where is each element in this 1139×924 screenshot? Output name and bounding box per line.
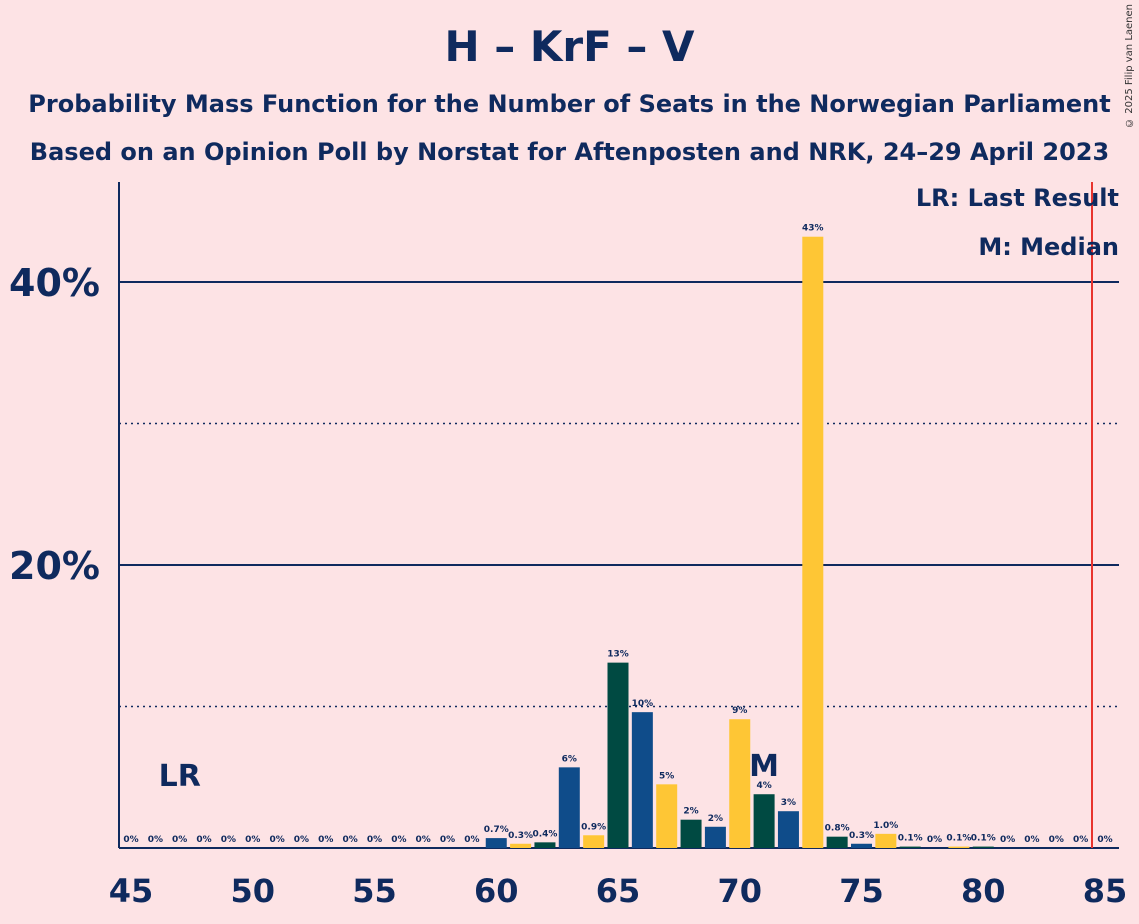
bar-seat-72 (777, 811, 799, 848)
bar-value-label: 2% (708, 814, 723, 824)
bar-value-label: 0.7% (484, 825, 509, 835)
bar-value-label: 0% (318, 835, 333, 845)
bar-value-label: 13% (607, 650, 629, 660)
bar-value-label: 0.9% (581, 822, 606, 832)
bar-seat-67 (656, 784, 678, 848)
bar-value-label: 0% (440, 835, 455, 845)
bar-value-label: 3% (781, 798, 796, 808)
bar-seat-61 (510, 843, 532, 848)
bar-value-label: 0% (221, 835, 236, 845)
bar-seat-71 (753, 794, 775, 848)
bar-seat-73 (802, 236, 824, 849)
x-tick-label: 65 (596, 872, 641, 910)
bar-seat-74 (826, 836, 848, 848)
bar-seat-79 (948, 846, 970, 848)
y-tick-label: 20% (9, 544, 100, 588)
bar-value-label: 0.4% (532, 829, 557, 839)
bar-seat-76 (875, 833, 897, 848)
bar-value-label: 0.8% (825, 824, 850, 834)
chart-subtitle-1: Probability Mass Function for the Number… (28, 90, 1111, 118)
bar-value-label: 0% (464, 835, 479, 845)
bar-seat-70 (729, 719, 751, 848)
bar-value-label: 0% (269, 835, 284, 845)
bar-seat-65 (607, 662, 629, 848)
bar-value-label: 0% (927, 835, 942, 845)
x-tick-label: 60 (474, 872, 519, 910)
bar-value-label: 43% (802, 224, 824, 234)
bar-value-label: 0.3% (849, 831, 874, 841)
bar-seat-64 (583, 835, 605, 848)
bar-value-label: 1.0% (873, 821, 898, 831)
bar-value-label: 0% (196, 835, 211, 845)
x-tick-label: 85 (1083, 872, 1128, 910)
x-tick-label: 75 (839, 872, 884, 910)
bar-value-label: 6% (562, 754, 577, 764)
x-tick-label: 80 (961, 872, 1006, 910)
bar-value-label: 0% (416, 835, 431, 845)
x-tick-label: 50 (230, 872, 275, 910)
last-result-marker: LR (159, 759, 201, 794)
bar-seat-68 (680, 819, 702, 848)
bar-value-label: 0% (1049, 835, 1064, 845)
bar-value-label: 10% (632, 699, 654, 709)
bar-value-label: 0% (343, 835, 358, 845)
bar-value-label: 0% (367, 835, 382, 845)
bar-value-label: 0% (172, 835, 187, 845)
median-marker: M (749, 749, 779, 784)
bar-value-label: 9% (732, 706, 747, 716)
bar-value-label: 0% (391, 835, 406, 845)
bar-value-label: 0% (148, 835, 163, 845)
y-tick-label: 40% (9, 261, 100, 305)
x-tick-label: 70 (717, 872, 762, 910)
legend-last-result: LR: Last Result (915, 184, 1119, 212)
x-tick-label: 55 (352, 872, 397, 910)
bar-value-label: 0% (245, 835, 260, 845)
bar-value-label: 0.1% (898, 834, 923, 844)
bar-value-label: 4% (756, 781, 771, 791)
bar-seat-62 (534, 842, 556, 848)
bar-seat-66 (631, 712, 653, 848)
legend-median: M: Median (978, 233, 1119, 261)
bar-value-label: 0% (1000, 835, 1015, 845)
bar-value-label: 0% (1073, 835, 1088, 845)
bar-value-label: 0% (1097, 835, 1112, 845)
bar-seat-60 (485, 838, 507, 848)
bar-value-label: 0.1% (946, 834, 971, 844)
chart-subtitle-2: Based on an Opinion Poll by Norstat for … (29, 138, 1110, 166)
bar-seat-75 (851, 843, 872, 848)
bar-value-label: 2% (683, 807, 698, 817)
x-tick-label: 45 (109, 872, 154, 910)
bar-seat-69 (704, 826, 726, 848)
bar-value-label: 0.3% (508, 831, 533, 841)
bar-seat-77 (899, 846, 921, 848)
bar-value-label: 5% (659, 771, 674, 781)
bar-seat-63 (558, 767, 580, 848)
bar-value-label: 0% (1024, 835, 1039, 845)
bar-value-label: 0% (294, 835, 309, 845)
bar-value-label: 0% (123, 835, 138, 845)
bar-seat-80 (972, 846, 994, 848)
chart-title: H – KrF – V (444, 22, 695, 71)
bar-value-label: 0.1% (971, 834, 996, 844)
